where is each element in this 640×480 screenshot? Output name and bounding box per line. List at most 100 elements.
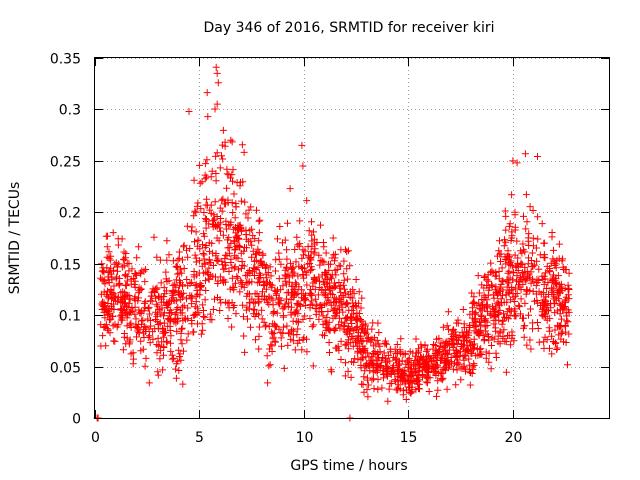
data-point bbox=[330, 294, 338, 302]
data-point bbox=[380, 349, 388, 357]
data-point bbox=[255, 269, 263, 277]
data-point bbox=[200, 307, 207, 314]
data-point bbox=[133, 333, 140, 341]
data-point bbox=[234, 222, 242, 230]
data-point bbox=[316, 261, 324, 269]
data-point bbox=[199, 250, 207, 257]
data-point bbox=[540, 239, 548, 247]
data-point bbox=[299, 162, 307, 170]
data-point bbox=[283, 246, 291, 254]
data-point bbox=[503, 276, 511, 284]
data-point bbox=[565, 330, 573, 338]
data-point bbox=[446, 340, 454, 347]
data-point bbox=[522, 225, 530, 233]
data-point bbox=[390, 353, 397, 361]
data-point bbox=[130, 275, 138, 282]
data-point bbox=[546, 327, 554, 335]
data-point bbox=[423, 355, 431, 363]
data-point bbox=[154, 334, 162, 342]
data-point bbox=[378, 384, 386, 392]
data-point bbox=[518, 261, 526, 268]
data-point bbox=[395, 361, 402, 369]
data-point bbox=[206, 310, 214, 318]
data-point bbox=[394, 384, 402, 392]
data-point bbox=[405, 368, 413, 376]
data-point bbox=[351, 355, 359, 363]
data-point bbox=[308, 218, 315, 226]
data-point bbox=[289, 268, 297, 276]
y-tick-label: 0.2 bbox=[59, 206, 81, 222]
data-point bbox=[424, 362, 432, 370]
data-point bbox=[272, 267, 279, 275]
data-point bbox=[484, 271, 492, 279]
data-point bbox=[527, 268, 535, 276]
data-point bbox=[459, 332, 467, 340]
data-point bbox=[291, 246, 299, 253]
data-point bbox=[108, 276, 116, 284]
data-point bbox=[122, 250, 130, 257]
data-point bbox=[203, 268, 211, 276]
data-point bbox=[488, 334, 496, 342]
data-point bbox=[201, 313, 209, 321]
data-point bbox=[494, 311, 502, 318]
data-point bbox=[537, 302, 544, 309]
data-point bbox=[203, 215, 210, 223]
data-point bbox=[175, 367, 183, 374]
data-point bbox=[540, 338, 548, 346]
data-point bbox=[157, 346, 165, 354]
data-point bbox=[382, 358, 389, 366]
data-point bbox=[464, 347, 472, 355]
data-point bbox=[208, 239, 216, 247]
data-point bbox=[325, 339, 333, 346]
data-point bbox=[142, 266, 150, 273]
data-point bbox=[203, 89, 211, 97]
data-point bbox=[255, 332, 263, 340]
data-point bbox=[407, 389, 415, 397]
data-point bbox=[162, 268, 170, 276]
data-point bbox=[230, 302, 238, 309]
data-point bbox=[488, 342, 495, 349]
data-point bbox=[359, 342, 367, 350]
data-point bbox=[318, 331, 326, 339]
data-point bbox=[246, 267, 253, 274]
data-point bbox=[517, 310, 524, 318]
data-point bbox=[258, 306, 266, 314]
data-point bbox=[288, 282, 296, 290]
x-tick-label: 0 bbox=[91, 430, 100, 446]
data-point bbox=[191, 238, 198, 246]
data-point bbox=[556, 300, 564, 308]
data-point bbox=[219, 195, 227, 203]
data-point bbox=[209, 306, 217, 313]
data-point bbox=[353, 315, 360, 323]
data-point bbox=[179, 293, 186, 301]
data-point bbox=[114, 293, 122, 301]
data-point bbox=[468, 289, 476, 297]
data-point bbox=[512, 285, 520, 293]
data-point bbox=[471, 317, 479, 325]
data-point bbox=[264, 269, 272, 276]
data-point bbox=[523, 341, 531, 349]
data-point bbox=[265, 322, 273, 330]
data-point bbox=[324, 276, 332, 283]
data-point bbox=[484, 277, 492, 285]
data-point bbox=[222, 217, 230, 225]
data-point bbox=[486, 311, 494, 319]
data-point bbox=[221, 138, 229, 146]
data-point bbox=[213, 234, 221, 242]
data-point bbox=[381, 339, 389, 347]
data-point bbox=[355, 310, 363, 317]
data-point bbox=[423, 346, 431, 354]
data-point bbox=[393, 341, 401, 348]
data-point bbox=[248, 241, 256, 249]
data-point bbox=[358, 380, 366, 388]
data-point bbox=[436, 343, 444, 350]
data-point bbox=[502, 368, 510, 376]
data-point bbox=[549, 277, 557, 284]
data-point bbox=[397, 335, 405, 343]
data-point bbox=[200, 230, 208, 238]
data-point bbox=[105, 254, 113, 262]
data-point bbox=[255, 323, 263, 331]
data-point bbox=[433, 392, 440, 400]
data-point bbox=[273, 309, 281, 317]
data-point bbox=[342, 359, 349, 367]
